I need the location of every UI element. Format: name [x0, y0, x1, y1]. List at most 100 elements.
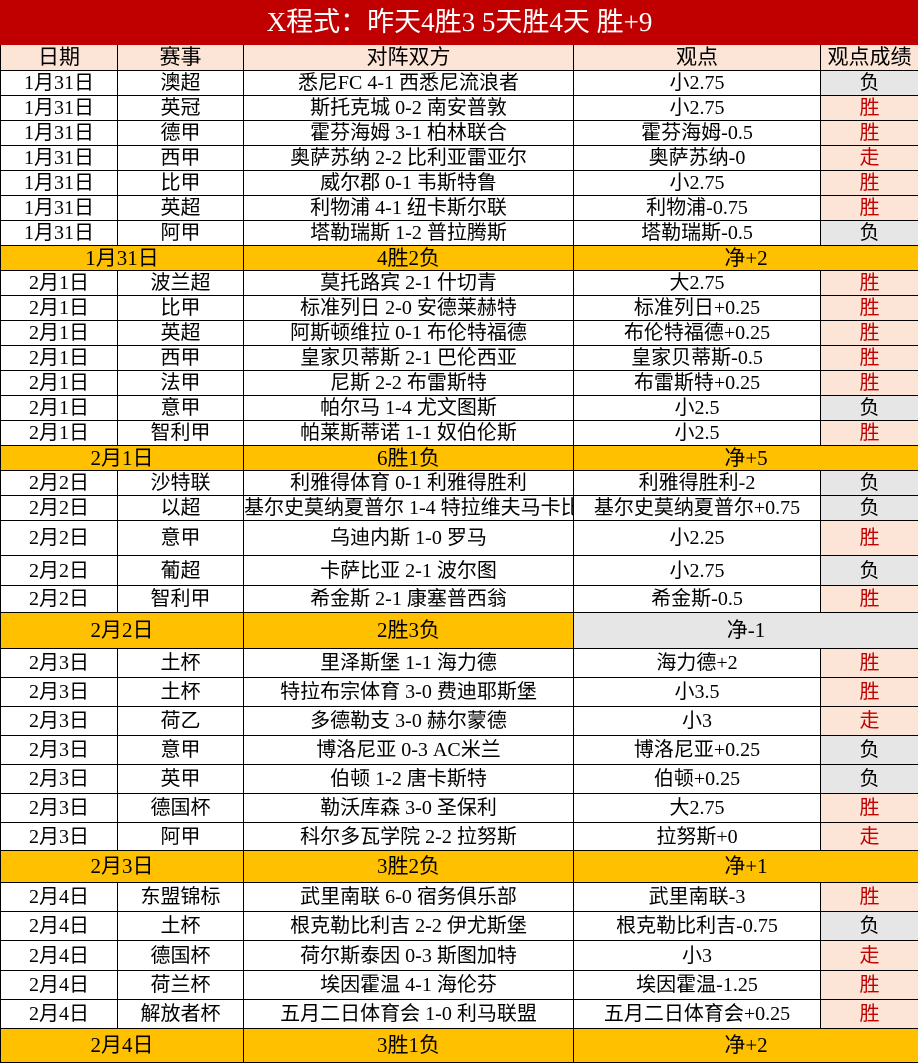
summary-date: 2月1日: [1, 446, 244, 471]
cell-match: 标准列日 2-0 安德莱赫特: [244, 296, 574, 321]
cell-pick: 基尔史莫纳夏普尔+0.75: [574, 496, 821, 521]
cell-date: 2月4日: [1, 1000, 118, 1029]
cell-pick: 小2.5: [574, 396, 821, 421]
cell-league: 德国杯: [118, 794, 244, 823]
cell-match: 武里南联 6-0 宿务俱乐部: [244, 883, 574, 912]
cell-date: 1月31日: [1, 171, 118, 196]
cell-result: 胜: [821, 883, 918, 912]
summary-record: 6胜1负: [244, 446, 574, 471]
cell-match: 特拉布宗体育 3-0 费迪耶斯堡: [244, 678, 574, 707]
cell-match: 霍芬海姆 3-1 柏林联合: [244, 121, 574, 146]
cell-pick: 小2.75: [574, 71, 821, 96]
cell-date: 1月31日: [1, 146, 118, 171]
cell-match: 埃因霍温 4-1 海伦芬: [244, 971, 574, 1000]
cell-pick: 利雅得胜利-2: [574, 471, 821, 496]
cell-league: 英超: [118, 196, 244, 221]
cell-result: 胜: [821, 271, 918, 296]
cell-pick: 小2.75: [574, 171, 821, 196]
cell-pick: 霍芬海姆-0.5: [574, 121, 821, 146]
cell-match: 利物浦 4-1 纽卡斯尔联: [244, 196, 574, 221]
summary-date: 1月31日: [1, 246, 244, 271]
cell-match: 威尔郡 0-1 韦斯特鲁: [244, 171, 574, 196]
summary-net: 净-1: [574, 613, 918, 649]
cell-result: 负: [821, 556, 918, 586]
cell-result: 负: [821, 736, 918, 765]
cell-match: 帕莱斯蒂诺 1-1 奴伯伦斯: [244, 421, 574, 446]
cell-date: 2月1日: [1, 321, 118, 346]
cell-pick: 大2.75: [574, 271, 821, 296]
cell-date: 2月2日: [1, 471, 118, 496]
cell-result: 负: [821, 221, 918, 246]
cell-date: 2月1日: [1, 346, 118, 371]
cell-result: 胜: [821, 296, 918, 321]
cell-pick: 博洛尼亚+0.25: [574, 736, 821, 765]
cell-date: 1月31日: [1, 96, 118, 121]
cell-league: 意甲: [118, 736, 244, 765]
cell-pick: 五月二日体育会+0.25: [574, 1000, 821, 1029]
cell-match: 荷尔斯泰因 0-3 斯图加特: [244, 941, 574, 971]
cell-date: 2月4日: [1, 912, 118, 941]
cell-pick: 小3: [574, 707, 821, 736]
cell-pick: 根克勒比利吉-0.75: [574, 912, 821, 941]
cell-date: 1月31日: [1, 196, 118, 221]
cell-league: 阿甲: [118, 823, 244, 851]
cell-result: 走: [821, 146, 918, 171]
cell-date: 2月2日: [1, 496, 118, 521]
cell-match: 科尔多瓦学院 2-2 拉努斯: [244, 823, 574, 851]
cell-pick: 小2.75: [574, 556, 821, 586]
cell-league: 比甲: [118, 296, 244, 321]
cell-date: 2月1日: [1, 271, 118, 296]
cell-league: 智利甲: [118, 421, 244, 446]
cell-result: 胜: [821, 586, 918, 613]
cell-pick: 大2.75: [574, 794, 821, 823]
cell-match: 里泽斯堡 1-1 海力德: [244, 649, 574, 678]
cell-pick: 小2.75: [574, 96, 821, 121]
cell-league: 沙特联: [118, 471, 244, 496]
cell-league: 英超: [118, 321, 244, 346]
cell-pick: 伯顿+0.25: [574, 765, 821, 794]
cell-date: 2月1日: [1, 296, 118, 321]
cell-league: 德甲: [118, 121, 244, 146]
summary-record: 3胜2负: [244, 851, 574, 883]
header-match: 对阵双方: [244, 45, 574, 71]
cell-date: 2月3日: [1, 678, 118, 707]
cell-match: 希金斯 2-1 康塞普西翁: [244, 586, 574, 613]
cell-pick: 皇家贝蒂斯-0.5: [574, 346, 821, 371]
cell-match: 根克勒比利吉 2-2 伊尤斯堡: [244, 912, 574, 941]
cell-league: 荷乙: [118, 707, 244, 736]
cell-result: 胜: [821, 1000, 918, 1029]
cell-result: 胜: [821, 649, 918, 678]
cell-league: 阿甲: [118, 221, 244, 246]
cell-league: 荷兰杯: [118, 971, 244, 1000]
cell-match: 博洛尼亚 0-3 AC米兰: [244, 736, 574, 765]
cell-result: 胜: [821, 171, 918, 196]
cell-pick: 小2.25: [574, 521, 821, 556]
cell-match: 伯顿 1-2 唐卡斯特: [244, 765, 574, 794]
cell-league: 葡超: [118, 556, 244, 586]
cell-league: 土杯: [118, 649, 244, 678]
cell-result: 胜: [821, 196, 918, 221]
cell-league: 智利甲: [118, 586, 244, 613]
cell-result: 胜: [821, 678, 918, 707]
cell-result: 走: [821, 941, 918, 971]
cell-date: 2月2日: [1, 521, 118, 556]
cell-match: 皇家贝蒂斯 2-1 巴伦西亚: [244, 346, 574, 371]
cell-match: 莫托路宾 2-1 什切青: [244, 271, 574, 296]
cell-result: 胜: [821, 421, 918, 446]
summary-record: 4胜2负: [244, 246, 574, 271]
